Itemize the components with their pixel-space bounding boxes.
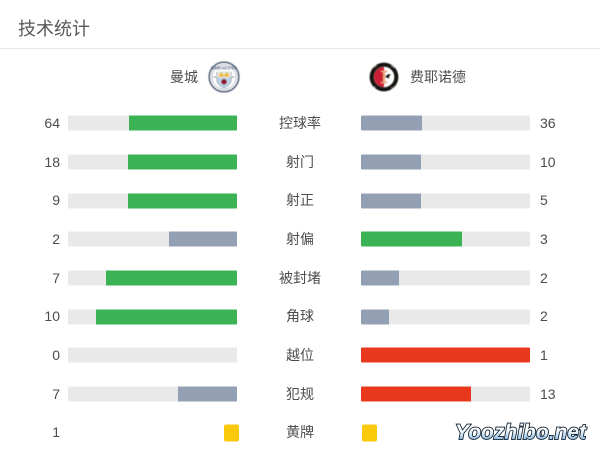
svg-text:Yoozhibo.net: Yoozhibo.net (455, 421, 587, 444)
svg-text:MANCHESTER: MANCHESTER (211, 65, 237, 70)
